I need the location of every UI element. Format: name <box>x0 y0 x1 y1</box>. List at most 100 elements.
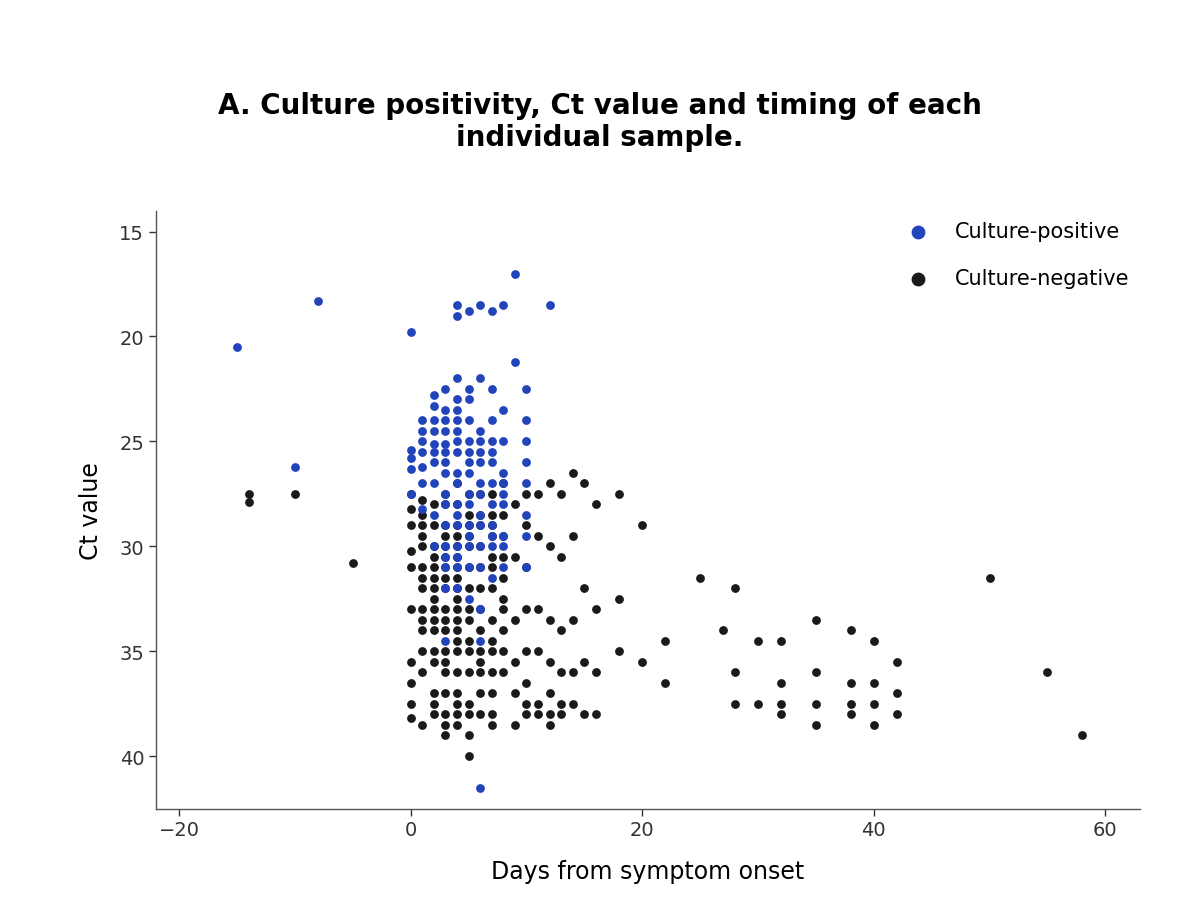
Point <box>493 476 512 491</box>
Point <box>493 487 512 502</box>
Point <box>401 487 420 502</box>
Point <box>239 495 258 510</box>
Point <box>517 529 536 544</box>
Point <box>425 476 444 491</box>
Point <box>425 497 444 512</box>
Point <box>401 654 420 669</box>
Point <box>458 644 478 659</box>
Point <box>493 539 512 554</box>
Point <box>482 508 502 523</box>
Point <box>458 697 478 711</box>
Point <box>470 634 490 649</box>
Point <box>540 613 559 628</box>
Point <box>806 697 826 711</box>
Y-axis label: Ct value: Ct value <box>79 461 103 559</box>
Point <box>540 654 559 669</box>
Point <box>448 414 467 428</box>
Point <box>413 644 432 659</box>
Point <box>425 707 444 721</box>
Point <box>401 487 420 502</box>
Point <box>470 508 490 523</box>
Point <box>470 518 490 533</box>
Point <box>413 435 432 449</box>
Point <box>632 518 652 533</box>
Point <box>436 550 455 564</box>
Point <box>482 304 502 319</box>
Point <box>470 487 490 502</box>
Point <box>482 414 502 428</box>
Point <box>505 550 524 564</box>
Point <box>413 502 432 516</box>
Point <box>470 686 490 701</box>
Point <box>436 582 455 596</box>
Point <box>448 371 467 386</box>
Point <box>458 634 478 649</box>
Point <box>482 634 502 649</box>
Point <box>436 582 455 596</box>
Point <box>436 561 455 575</box>
Point <box>505 355 524 369</box>
Point <box>448 686 467 701</box>
Point <box>425 539 444 554</box>
Point <box>425 456 444 471</box>
Point <box>401 675 420 690</box>
Point <box>493 466 512 481</box>
Point <box>470 476 490 491</box>
Point <box>482 707 502 721</box>
Point <box>470 644 490 659</box>
Point <box>552 550 571 564</box>
Point <box>655 675 674 690</box>
Point <box>540 539 559 554</box>
Point <box>413 665 432 680</box>
Point <box>528 644 547 659</box>
Point <box>413 518 432 533</box>
Point <box>448 561 467 575</box>
Point <box>413 424 432 438</box>
Point <box>448 518 467 533</box>
Point <box>470 582 490 596</box>
Point <box>436 497 455 512</box>
Point <box>482 445 502 460</box>
Point <box>540 299 559 313</box>
Point <box>401 602 420 617</box>
Point <box>458 518 478 533</box>
Point <box>470 299 490 313</box>
Point <box>436 487 455 502</box>
Point <box>436 602 455 617</box>
Point <box>436 445 455 460</box>
Legend: Culture-positive, Culture-negative: Culture-positive, Culture-negative <box>896 221 1129 289</box>
Point <box>725 697 744 711</box>
Point <box>517 476 536 491</box>
Point <box>552 665 571 680</box>
Point <box>308 294 328 309</box>
Point <box>517 382 536 397</box>
Point <box>286 460 305 474</box>
Point <box>425 550 444 564</box>
Point <box>448 623 467 638</box>
Point <box>448 518 467 533</box>
Point <box>725 582 744 596</box>
Point <box>413 718 432 732</box>
Point <box>448 508 467 523</box>
Point <box>482 665 502 680</box>
Point <box>436 654 455 669</box>
Point <box>425 399 444 414</box>
Point <box>425 602 444 617</box>
Point <box>540 686 559 701</box>
Point <box>448 445 467 460</box>
Point <box>482 561 502 575</box>
Point <box>436 403 455 418</box>
Point <box>517 435 536 449</box>
Point <box>552 487 571 502</box>
Point <box>458 728 478 743</box>
Point <box>540 707 559 721</box>
Point <box>425 613 444 628</box>
Point <box>458 613 478 628</box>
Point <box>470 424 490 438</box>
Point <box>749 697 768 711</box>
Point <box>482 718 502 732</box>
Point <box>841 675 860 690</box>
Point <box>1038 665 1057 680</box>
Point <box>493 529 512 544</box>
Point <box>458 529 478 544</box>
